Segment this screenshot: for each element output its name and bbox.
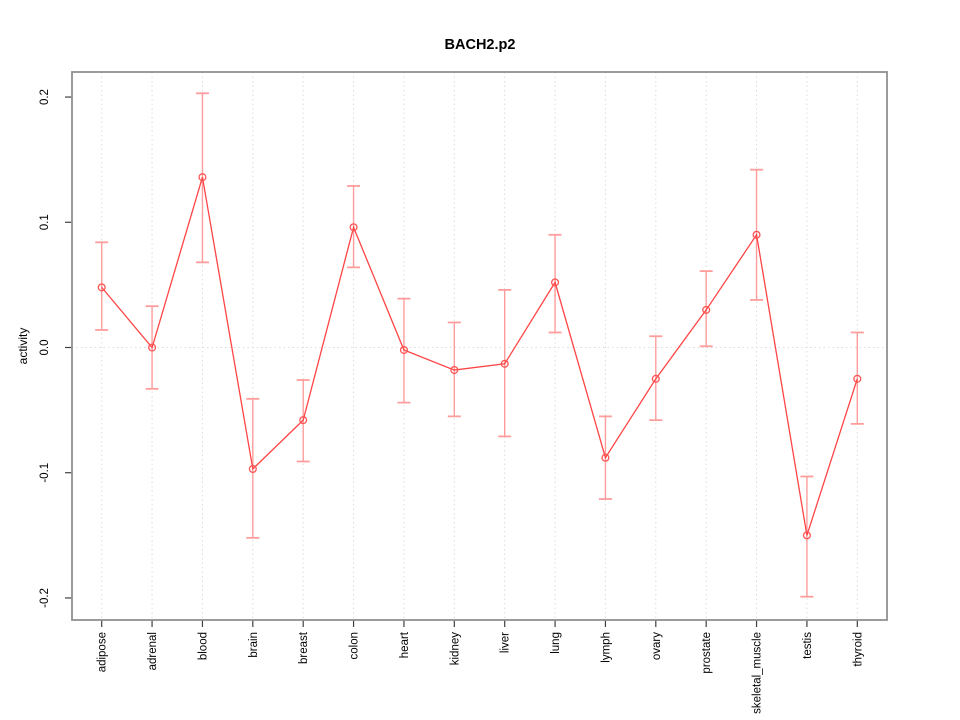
x-tick-labels: adipose adrenal blood brain breast colon heart… <box>97 631 865 714</box>
x-tick-label-breast: breast <box>298 631 310 664</box>
x-tick-label-blood: blood <box>197 632 209 660</box>
x-tick-label-thyroid: thyroid <box>852 632 864 667</box>
x-tick-label-brain: brain <box>248 632 260 658</box>
data-point-skeletal_muscle <box>752 230 761 239</box>
plot-border <box>71 71 888 621</box>
series-line <box>101 177 858 536</box>
x-tick-label-kidney: kidney <box>449 632 461 665</box>
data-point-prostate <box>702 305 711 314</box>
data-point-liver <box>500 359 509 368</box>
y-tick-labels: 0.2 0.1 0.0 -0.1 -0.2 <box>39 89 51 608</box>
y-tick-label-0.2: 0.2 <box>39 89 51 105</box>
gridlines <box>101 72 858 620</box>
data-point-colon <box>349 223 358 232</box>
x-tick-label-prostate: prostate <box>701 632 713 674</box>
y-tick-label--0.2: -0.2 <box>39 588 51 608</box>
data-points <box>97 173 862 540</box>
data-point-kidney <box>450 365 459 375</box>
y-tick-label-0.1: 0.1 <box>39 214 51 230</box>
series-polyline <box>101 177 858 536</box>
x-tick-label-colon: colon <box>349 632 361 660</box>
error-bars <box>95 92 864 598</box>
x-tick-label-liver: liver <box>500 632 512 653</box>
y-axis-label: activity <box>16 328 30 365</box>
x-tick-label-testis: testis <box>802 632 814 659</box>
chart-title: BACH2.p2 <box>445 37 516 53</box>
x-tick-label-ovary: ovary <box>651 632 663 660</box>
x-tick-label-heart: heart <box>399 631 411 658</box>
data-point-brain <box>248 464 257 474</box>
x-tick-label-skeletal_muscle: skeletal_muscle <box>752 632 764 714</box>
x-tick-label-lung: lung <box>550 632 562 654</box>
y-tick-label-0.0: 0.0 <box>39 340 51 356</box>
x-tick-label-lymph: lymph <box>600 632 612 663</box>
y-tick-label--0.1: -0.1 <box>39 463 51 483</box>
data-point-adipose <box>97 283 106 292</box>
data-point-blood <box>198 173 207 182</box>
data-point-adrenal <box>148 343 157 352</box>
x-tick-label-adrenal: adrenal <box>147 632 159 670</box>
axis-ticks <box>65 96 858 627</box>
data-point-heart <box>399 345 408 355</box>
data-point-ovary <box>651 374 660 383</box>
data-point-lung <box>551 278 560 287</box>
x-tick-label-adipose: adipose <box>97 632 109 672</box>
data-point-thyroid <box>853 374 862 383</box>
data-point-lymph <box>601 453 610 462</box>
data-point-testis <box>802 531 811 540</box>
data-point-breast <box>299 416 308 425</box>
